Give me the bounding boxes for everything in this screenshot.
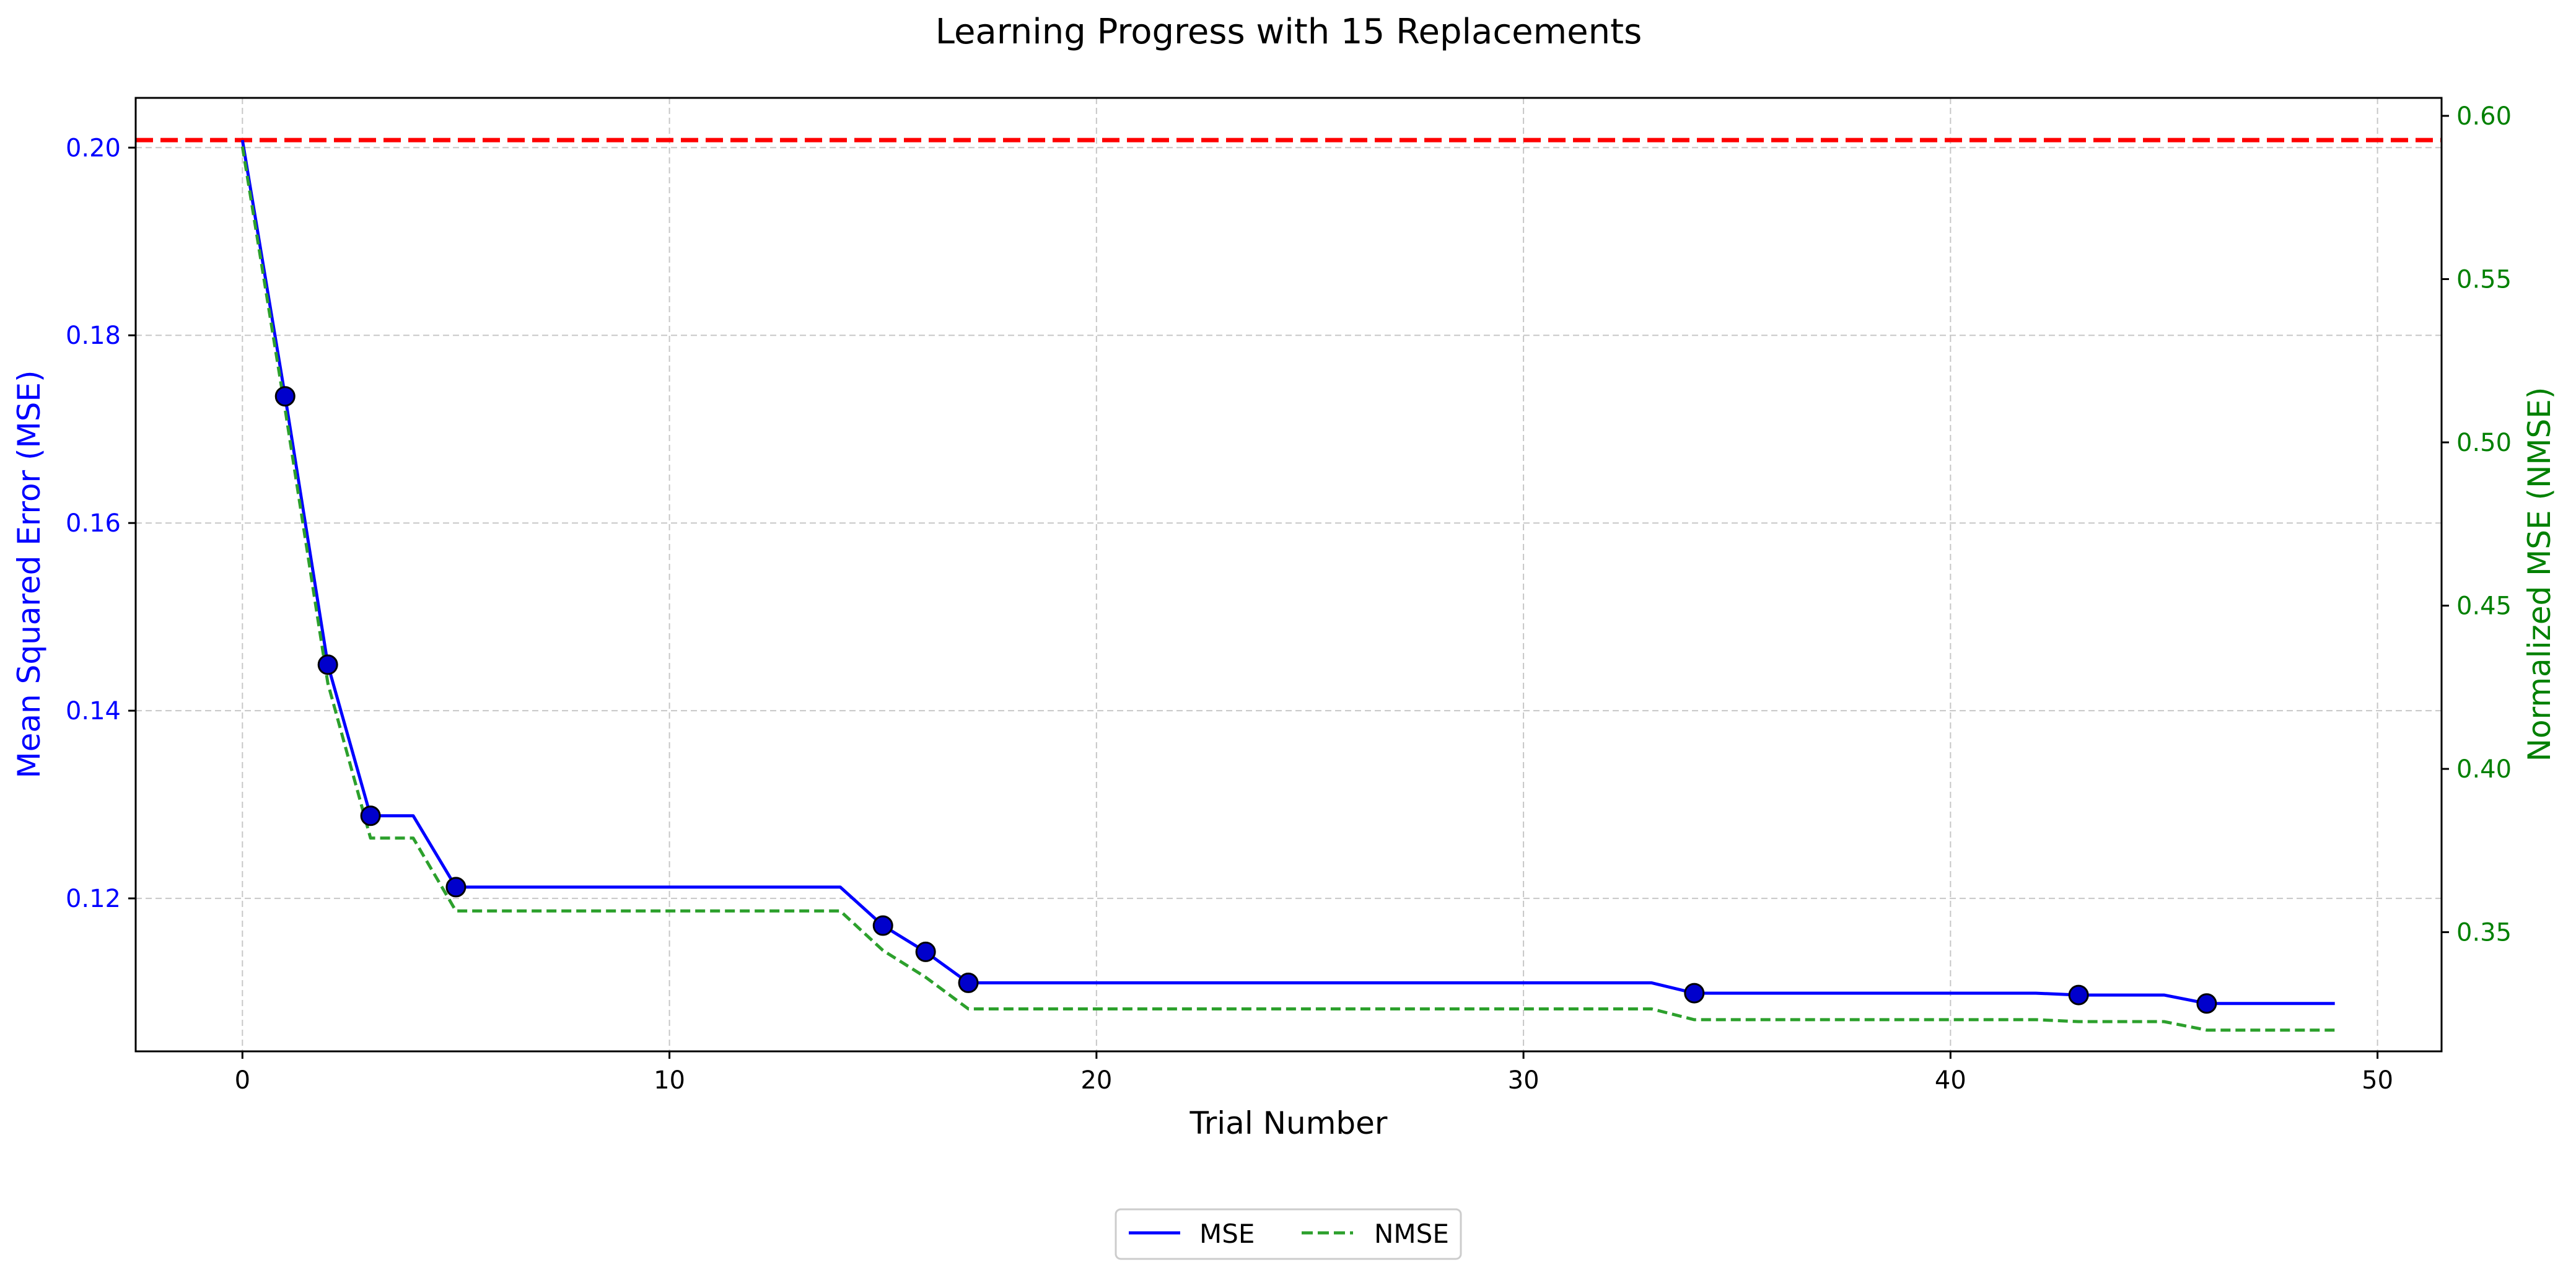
replacement-marker bbox=[317, 654, 338, 675]
legend-box bbox=[1115, 1208, 1462, 1260]
y-tick-label: 0.12 bbox=[66, 885, 121, 913]
y-axis-label: Mean Squared Error (MSE) bbox=[11, 370, 47, 778]
replacement-marker bbox=[958, 972, 979, 993]
y-axis-ticks: 0.12 0.14 0.16 0.18 0.20 bbox=[66, 134, 136, 913]
replacement-marker bbox=[445, 877, 467, 898]
y-right-tick-label: 0.40 bbox=[2456, 755, 2512, 784]
legend-nmse-label: NMSE bbox=[1374, 1219, 1449, 1249]
y-right-axis-ticks: 0.35 0.40 0.45 0.50 0.55 0.60 bbox=[2442, 102, 2512, 947]
replacement-markers bbox=[274, 386, 2217, 1014]
series-layer bbox=[240, 139, 2335, 1032]
replacement-marker bbox=[1684, 983, 1705, 1004]
y-right-tick-label: 0.35 bbox=[2456, 919, 2512, 947]
y-right-tick-label: 0.45 bbox=[2456, 592, 2512, 621]
y-tick-label: 0.14 bbox=[66, 697, 121, 725]
y-tick-label: 0.20 bbox=[66, 134, 121, 162]
y-right-axis-label: Normalized MSE (NMSE) bbox=[2521, 387, 2557, 762]
chart-title: Learning Progress with 15 Replacements bbox=[935, 12, 1642, 52]
y-right-tick-label: 0.50 bbox=[2456, 429, 2512, 457]
series-line-mse bbox=[240, 139, 2335, 1006]
x-tick-label: 10 bbox=[654, 1066, 685, 1095]
x-axis-label: Trial Number bbox=[1189, 1105, 1388, 1141]
y-right-tick-label: 0.60 bbox=[2456, 102, 2512, 131]
y-tick-label: 0.18 bbox=[66, 322, 121, 350]
replacement-marker bbox=[360, 805, 381, 826]
replacement-marker bbox=[915, 941, 936, 962]
x-tick-label: 30 bbox=[1508, 1066, 1540, 1095]
replacement-marker bbox=[2196, 993, 2217, 1014]
series-line-nmse bbox=[240, 146, 2335, 1032]
x-tick-label: 20 bbox=[1080, 1066, 1112, 1095]
y-right-tick-label: 0.55 bbox=[2456, 266, 2512, 294]
plot-frame bbox=[134, 97, 2443, 1053]
y-tick-label: 0.16 bbox=[66, 509, 121, 538]
grid bbox=[136, 98, 2442, 1051]
replacement-marker bbox=[274, 386, 296, 407]
replacement-marker bbox=[2068, 984, 2089, 1006]
x-tick-label: 0 bbox=[235, 1066, 250, 1095]
replacement-marker bbox=[872, 915, 893, 936]
x-axis-ticks: 0 10 20 30 40 50 bbox=[235, 1051, 2393, 1095]
x-tick-label: 40 bbox=[1935, 1066, 1966, 1095]
x-tick-label: 50 bbox=[2362, 1066, 2393, 1095]
legend: MSE NMSE bbox=[1115, 1208, 1462, 1260]
legend-mse-label: MSE bbox=[1199, 1219, 1255, 1249]
